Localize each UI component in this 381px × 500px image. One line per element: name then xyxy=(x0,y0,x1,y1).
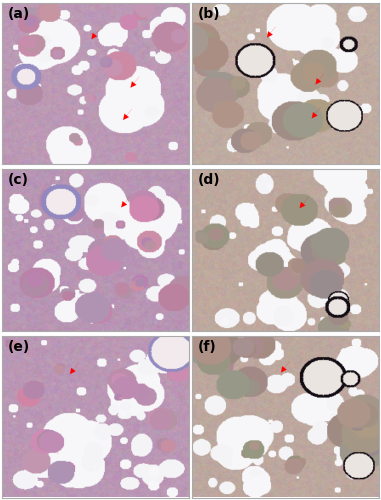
Text: (b): (b) xyxy=(198,6,221,20)
Text: (d): (d) xyxy=(198,173,221,187)
Text: (e): (e) xyxy=(8,340,30,354)
Text: (a): (a) xyxy=(8,6,30,20)
Text: (f): (f) xyxy=(198,340,217,354)
Text: (c): (c) xyxy=(8,173,29,187)
